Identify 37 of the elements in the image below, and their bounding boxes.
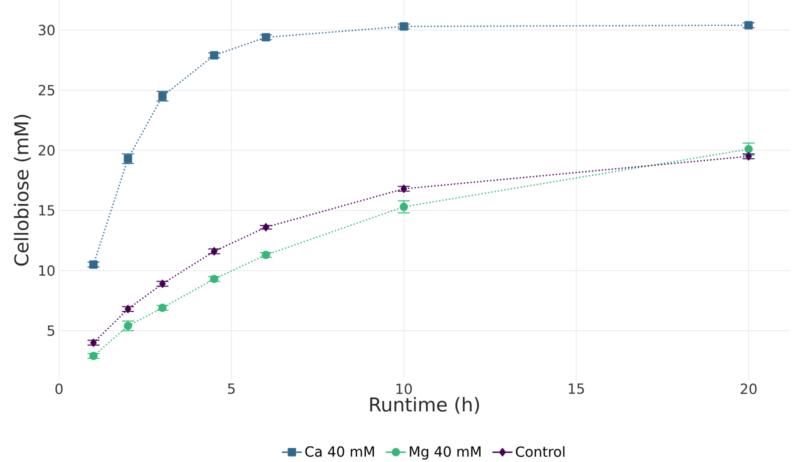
y-tick-label: 15 xyxy=(39,205,54,216)
y-tick-label: 25 xyxy=(38,84,54,96)
x-axis-title: Runtime (h) xyxy=(370,396,479,414)
x-tick-label: 10 xyxy=(396,384,412,394)
x-tick-label: 20 xyxy=(740,384,757,394)
point xyxy=(745,152,752,160)
y-tick-label: 5 xyxy=(48,325,54,336)
y-axis-title: Cellobiose (mM) xyxy=(14,114,31,266)
y-tick-label: 30 xyxy=(38,24,55,36)
point xyxy=(400,202,408,211)
legend-label: Mg 40 mM xyxy=(410,446,481,460)
point xyxy=(744,21,753,30)
point xyxy=(262,33,270,42)
point xyxy=(262,250,270,260)
point xyxy=(400,184,408,193)
point xyxy=(210,274,218,284)
point xyxy=(124,304,132,314)
x-tick-label: 15 xyxy=(568,384,584,394)
point xyxy=(744,144,753,154)
x-tick-label: 0 xyxy=(55,384,63,394)
point xyxy=(90,338,97,347)
point xyxy=(158,92,167,100)
legend-label: Ca 40 mM xyxy=(305,446,374,457)
point xyxy=(210,247,218,256)
point xyxy=(158,304,167,312)
point xyxy=(400,22,408,31)
point xyxy=(124,154,132,163)
legend-label: Control xyxy=(516,446,564,457)
point xyxy=(262,223,270,232)
y-tick-label: 20 xyxy=(38,145,55,156)
point xyxy=(124,322,132,330)
point xyxy=(210,51,218,60)
point xyxy=(89,352,98,360)
y-tick-label: 10 xyxy=(39,265,55,276)
point xyxy=(159,280,166,288)
point xyxy=(89,260,98,269)
x-tick-label: 5 xyxy=(228,384,235,394)
